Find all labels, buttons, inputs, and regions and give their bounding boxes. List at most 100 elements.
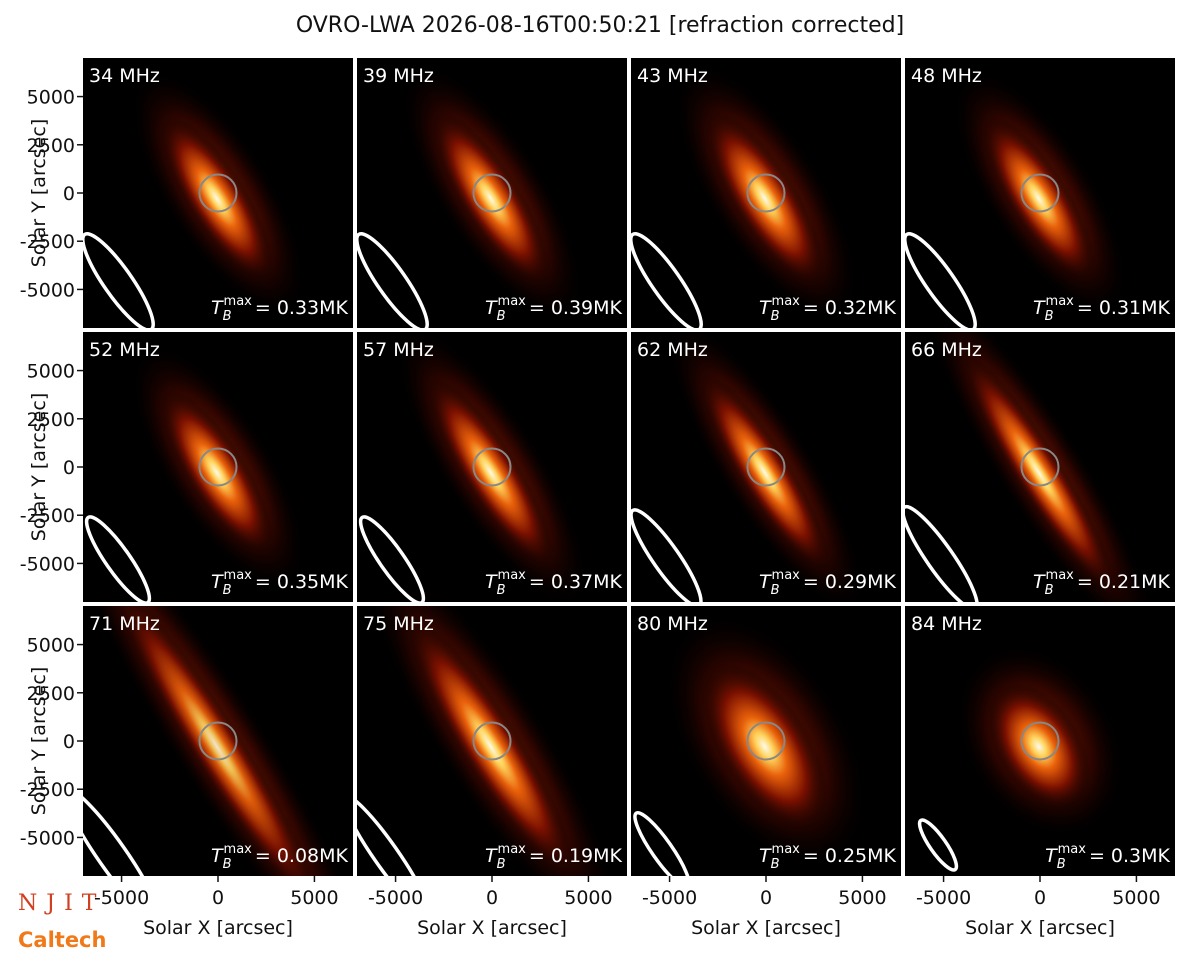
annotation-text: = 0.25MK bbox=[803, 845, 897, 867]
x-axis-label: Solar X [arcsec] bbox=[965, 917, 1115, 939]
y-tick-label: 5000 bbox=[27, 361, 75, 383]
annotation-text: = 0.08MK bbox=[255, 845, 349, 867]
annotation-text: = 0.33MK bbox=[255, 297, 349, 319]
panel bbox=[357, 332, 627, 602]
y-tick-label: -5000 bbox=[20, 827, 75, 849]
emission bbox=[699, 374, 830, 572]
beam bbox=[83, 787, 162, 876]
annotation-sup: max bbox=[1046, 568, 1075, 583]
annotation-symbol: T bbox=[1033, 571, 1046, 593]
logo-caltech: Caltech bbox=[18, 928, 106, 952]
panel-title: 84 MHz bbox=[911, 613, 982, 635]
beam bbox=[631, 232, 703, 328]
x-axis-label: Solar X [arcsec] bbox=[691, 917, 841, 939]
annotation-sub: B bbox=[771, 857, 780, 872]
beam bbox=[357, 793, 431, 876]
annotation: TBmax = 0.35MK bbox=[211, 568, 349, 598]
x-tick-label: 5000 bbox=[1112, 887, 1160, 909]
x-tick-label: -5000 bbox=[368, 887, 423, 909]
x-tick-label: -5000 bbox=[642, 887, 697, 909]
annotation-sub: B bbox=[771, 309, 780, 324]
x-tick-label: 0 bbox=[212, 887, 224, 909]
beam bbox=[631, 508, 703, 602]
beam bbox=[905, 232, 977, 328]
annotation-sup: max bbox=[1058, 842, 1087, 857]
annotation: TBmax = 0.32MK bbox=[759, 294, 897, 324]
solar-disk bbox=[746, 447, 786, 487]
annotation-sup: max bbox=[772, 568, 801, 583]
annotation-sub: B bbox=[497, 309, 506, 324]
annotation-symbol: T bbox=[211, 845, 224, 867]
emission bbox=[160, 390, 274, 555]
y-tick-label: 0 bbox=[63, 457, 75, 479]
x-tick-label: 0 bbox=[1034, 887, 1046, 909]
annotation-sub: B bbox=[771, 583, 780, 598]
annotation-sup: max bbox=[224, 842, 253, 857]
annotation-sub: B bbox=[1045, 309, 1054, 324]
annotation-sub: B bbox=[1057, 857, 1066, 872]
annotation-sup: max bbox=[1046, 294, 1075, 309]
beam bbox=[358, 515, 426, 602]
x-tick-label: -5000 bbox=[916, 887, 971, 909]
y-tick-label: 0 bbox=[63, 731, 75, 753]
annotation-sup: max bbox=[498, 568, 527, 583]
annotation-symbol: T bbox=[485, 571, 498, 593]
y-axis-label: Solar Y [arcsec] bbox=[28, 393, 50, 541]
panel-title: 52 MHz bbox=[89, 339, 160, 361]
emission bbox=[961, 353, 1116, 592]
panel-title: 57 MHz bbox=[363, 339, 434, 361]
y-tick-label: -2500 bbox=[20, 779, 75, 801]
annotation: TBmax = 0.37MK bbox=[485, 568, 623, 598]
y-tick-label: 5000 bbox=[27, 87, 75, 109]
annotation-sub: B bbox=[223, 857, 232, 872]
panel bbox=[83, 332, 353, 602]
solar-disk bbox=[1020, 721, 1060, 761]
y-tick-label: 2500 bbox=[27, 135, 75, 157]
x-tick-label: 0 bbox=[486, 887, 498, 909]
annotation-sup: max bbox=[772, 842, 801, 857]
y-tick-label: 0 bbox=[63, 183, 75, 205]
panel-title: 43 MHz bbox=[637, 65, 708, 87]
panel bbox=[905, 606, 1175, 876]
annotation-text: = 0.29MK bbox=[803, 571, 897, 593]
panel-title: 80 MHz bbox=[637, 613, 708, 635]
panel bbox=[357, 58, 627, 328]
x-tick-label: -5000 bbox=[94, 887, 149, 909]
annotation-text: = 0.31MK bbox=[1077, 297, 1171, 319]
emission bbox=[160, 116, 274, 281]
annotation-sup: max bbox=[498, 842, 527, 857]
y-tick-label: -2500 bbox=[20, 505, 75, 527]
panel bbox=[631, 332, 901, 602]
annotation-symbol: T bbox=[485, 845, 498, 867]
y-tick-label: 2500 bbox=[27, 409, 75, 431]
annotation-text: = 0.39MK bbox=[529, 297, 623, 319]
panel bbox=[357, 606, 627, 876]
solar-disk bbox=[198, 721, 238, 761]
panel bbox=[631, 606, 901, 876]
emission bbox=[982, 116, 1096, 281]
solar-disk bbox=[472, 721, 512, 761]
annotation-sub: B bbox=[497, 583, 506, 598]
annotation-sup: max bbox=[224, 568, 253, 583]
figure-title: OVRO-LWA 2026-08-16T00:50:21 [refraction… bbox=[296, 13, 904, 38]
logo-njit: NJIT bbox=[18, 891, 105, 916]
y-axis-label: Solar Y [arcsec] bbox=[28, 119, 50, 267]
annotation-sub: B bbox=[1045, 583, 1054, 598]
annotation-sup: max bbox=[224, 294, 253, 309]
annotation: TBmax = 0.29MK bbox=[759, 568, 897, 598]
beam bbox=[357, 232, 429, 328]
solar-disk bbox=[1020, 173, 1060, 213]
annotation-symbol: T bbox=[1045, 845, 1058, 867]
annotation: TBmax = 0.39MK bbox=[485, 294, 623, 324]
emission bbox=[987, 683, 1091, 810]
annotation: TBmax = 0.19MK bbox=[485, 842, 623, 872]
panel bbox=[83, 606, 353, 876]
annotation-text: = 0.19MK bbox=[529, 845, 623, 867]
y-axis-label: Solar Y [arcsec] bbox=[28, 667, 50, 815]
panel bbox=[905, 58, 1175, 328]
solar-disk bbox=[472, 447, 512, 487]
beam bbox=[83, 232, 155, 328]
annotation: TBmax = 0.31MK bbox=[1033, 294, 1171, 324]
y-tick-label: 2500 bbox=[27, 683, 75, 705]
annotation-text: = 0.37MK bbox=[529, 571, 623, 593]
